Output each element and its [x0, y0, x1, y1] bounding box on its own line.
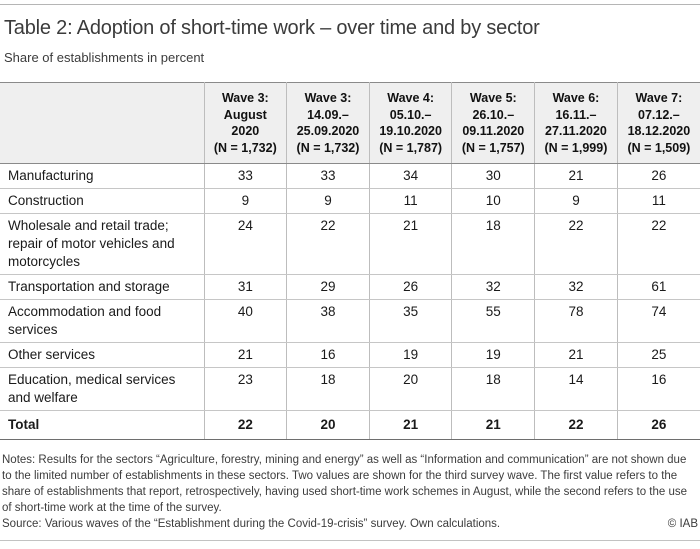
value-cell: 78 [534, 299, 618, 343]
value-cell: 33 [203, 163, 287, 189]
value-cell: 26 [368, 274, 452, 300]
value-cell: 30 [451, 163, 535, 189]
sector-label: Other services [0, 342, 204, 368]
column-header-wave7: Wave 7: 07.12.– 18.12.2020 (N = 1,509) [616, 82, 700, 164]
value-cell: 74 [616, 299, 700, 343]
value-cell: 16 [616, 367, 700, 411]
column-header-wave3b: Wave 3: 14.09.– 25.09.2020 (N = 1,732) [286, 82, 370, 164]
value-cell: 21 [534, 163, 618, 189]
value-cell: 34 [368, 163, 452, 189]
value-cell: 61 [616, 274, 700, 300]
column-header-wave4: Wave 4: 05.10.– 19.10.2020 (N = 1,787) [368, 82, 452, 164]
header-stub-cell [0, 82, 204, 164]
value-cell: 22 [616, 213, 700, 275]
table-row-accommodation: Accommodation and food services 40 38 35… [0, 299, 700, 343]
value-cell: 22 [534, 213, 618, 275]
sector-label: Transportation and storage [0, 274, 204, 300]
total-label: Total [0, 410, 204, 440]
source-text: Source: Various waves of the “Establishm… [2, 518, 501, 530]
value-cell: 38 [286, 299, 370, 343]
sector-label: Education, medical services and welfare [0, 367, 204, 411]
value-cell: 19 [368, 342, 452, 368]
value-cell: 9 [286, 188, 370, 214]
table-subtitle: Share of establishments in percent [4, 50, 205, 65]
sector-label: Accommodation and food services [0, 299, 204, 343]
table-row-wholesale-retail: Wholesale and retail trade; repair of mo… [0, 213, 700, 275]
value-cell: 31 [203, 274, 287, 300]
value-cell: 26 [616, 163, 700, 189]
value-cell: 22 [286, 213, 370, 275]
total-value-cell: 22 [203, 410, 287, 440]
value-cell: 32 [534, 274, 618, 300]
value-cell: 20 [368, 367, 452, 411]
value-cell: 18 [451, 213, 535, 275]
value-cell: 21 [203, 342, 287, 368]
value-cell: 21 [534, 342, 618, 368]
value-cell: 24 [203, 213, 287, 275]
bottom-rule [0, 540, 700, 541]
total-row: Total 22 20 21 21 22 26 [0, 410, 700, 440]
sector-label: Construction [0, 188, 204, 214]
total-value-cell: 20 [286, 410, 370, 440]
value-cell: 9 [534, 188, 618, 214]
value-cell: 18 [286, 367, 370, 411]
header-row: Wave 3: August 2020 (N = 1,732) Wave 3: … [0, 82, 700, 164]
value-cell: 35 [368, 299, 452, 343]
sector-label: Wholesale and retail trade; repair of mo… [0, 213, 204, 275]
value-cell: 33 [286, 163, 370, 189]
value-cell: 11 [368, 188, 452, 214]
value-cell: 21 [368, 213, 452, 275]
table-row-construction: Construction 9 9 11 10 9 11 [0, 188, 700, 214]
column-header-wave3a: Wave 3: August 2020 (N = 1,732) [203, 82, 287, 164]
value-cell: 10 [451, 188, 535, 214]
value-cell: 55 [451, 299, 535, 343]
total-value-cell: 22 [534, 410, 618, 440]
table-row-transportation: Transportation and storage 31 29 26 32 3… [0, 274, 700, 300]
total-value-cell: 21 [451, 410, 535, 440]
value-cell: 25 [616, 342, 700, 368]
table-row-manufacturing: Manufacturing 33 33 34 30 21 26 [0, 163, 700, 189]
value-cell: 19 [451, 342, 535, 368]
column-header-wave6: Wave 6: 16.11.– 27.11.2020 (N = 1,999) [534, 82, 618, 164]
value-cell: 40 [203, 299, 287, 343]
value-cell: 23 [203, 367, 287, 411]
copyright-label: © IAB [667, 518, 698, 530]
total-value-cell: 26 [616, 410, 700, 440]
value-cell: 29 [286, 274, 370, 300]
value-cell: 18 [451, 367, 535, 411]
value-cell: 9 [203, 188, 287, 214]
notes-text: Notes: Results for the sectors “Agricult… [2, 454, 688, 514]
source-row: Source: Various waves of the “Establishm… [2, 518, 698, 530]
value-cell: 11 [616, 188, 700, 214]
value-cell: 14 [534, 367, 618, 411]
short-time-work-table: Wave 3: August 2020 (N = 1,732) Wave 3: … [0, 82, 700, 440]
value-cell: 16 [286, 342, 370, 368]
table-row-other-services: Other services 21 16 19 19 21 25 [0, 342, 700, 368]
column-header-wave5: Wave 5: 26.10.– 09.11.2020 (N = 1,757) [451, 82, 535, 164]
value-cell: 32 [451, 274, 535, 300]
table-title: Table 2: Adoption of short-time work – o… [4, 17, 540, 39]
table-row-education: Education, medical services and welfare … [0, 367, 700, 411]
top-rule [0, 4, 700, 5]
sector-label: Manufacturing [0, 163, 204, 189]
total-value-cell: 21 [368, 410, 452, 440]
